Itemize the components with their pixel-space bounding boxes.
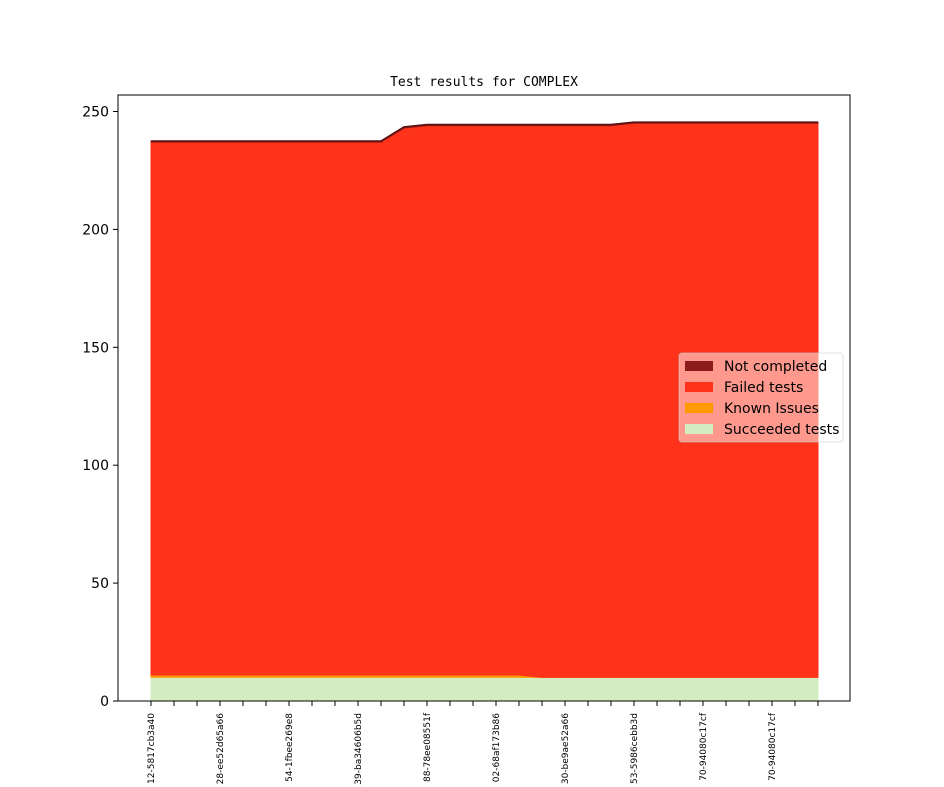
- x-tick-label: 88-78ee08551f: [423, 712, 433, 782]
- y-axis: 0 50 100 150 200 250: [82, 105, 118, 710]
- legend-label-not-completed: Not completed: [724, 359, 827, 375]
- y-tick-label: 200: [82, 222, 109, 238]
- area-succeeded-tests: [150, 676, 819, 702]
- area-top-line: [151, 121, 818, 142]
- y-tick-label: 250: [82, 105, 109, 121]
- x-tick-label: 02-68af173b86: [492, 713, 502, 782]
- x-tick-label: 70-94080c17cf: [768, 712, 778, 781]
- y-tick-label: 0: [100, 694, 109, 710]
- x-tick-label: 30-be9ae52a66: [561, 713, 571, 784]
- y-tick-label: 150: [82, 340, 109, 356]
- y-tick-label: 50: [91, 576, 109, 592]
- area-series-group: [150, 121, 819, 702]
- legend-label-known-issues: Known Issues: [724, 401, 819, 417]
- legend-label-failed-tests: Failed tests: [724, 380, 803, 396]
- chart-title: Test results for COMPLEX: [390, 75, 578, 90]
- legend-swatch-not-completed: [685, 361, 713, 371]
- x-axis: 12-5817cb3a40 28-ee52d65a66 54-1fbee269e8 3…: [147, 701, 819, 785]
- y-tick-label: 100: [82, 458, 109, 474]
- x-tick-label: 54-1fbee269e8: [285, 713, 295, 782]
- plot-frame: [117, 94, 851, 702]
- x-tick-label: 70-94080c17cf: [699, 712, 709, 781]
- x-tick-label: 39-ba34606b5d: [354, 713, 364, 785]
- legend-swatch-known-issues: [685, 403, 713, 413]
- x-tick-label: 28-ee52d65a66: [216, 713, 226, 785]
- legend-label-succeeded-tests: Succeeded tests: [724, 422, 839, 438]
- legend-box: [678, 352, 844, 443]
- legend-swatch-succeeded-tests: [685, 424, 713, 434]
- x-tick-label: 53-5986cebb3d: [630, 713, 640, 784]
- x-tick-label: 12-5817cb3a40: [147, 713, 157, 784]
- legend: Not completed Failed tests Known Issues Suc…: [678, 352, 844, 443]
- legend-swatch-failed-tests: [685, 382, 713, 392]
